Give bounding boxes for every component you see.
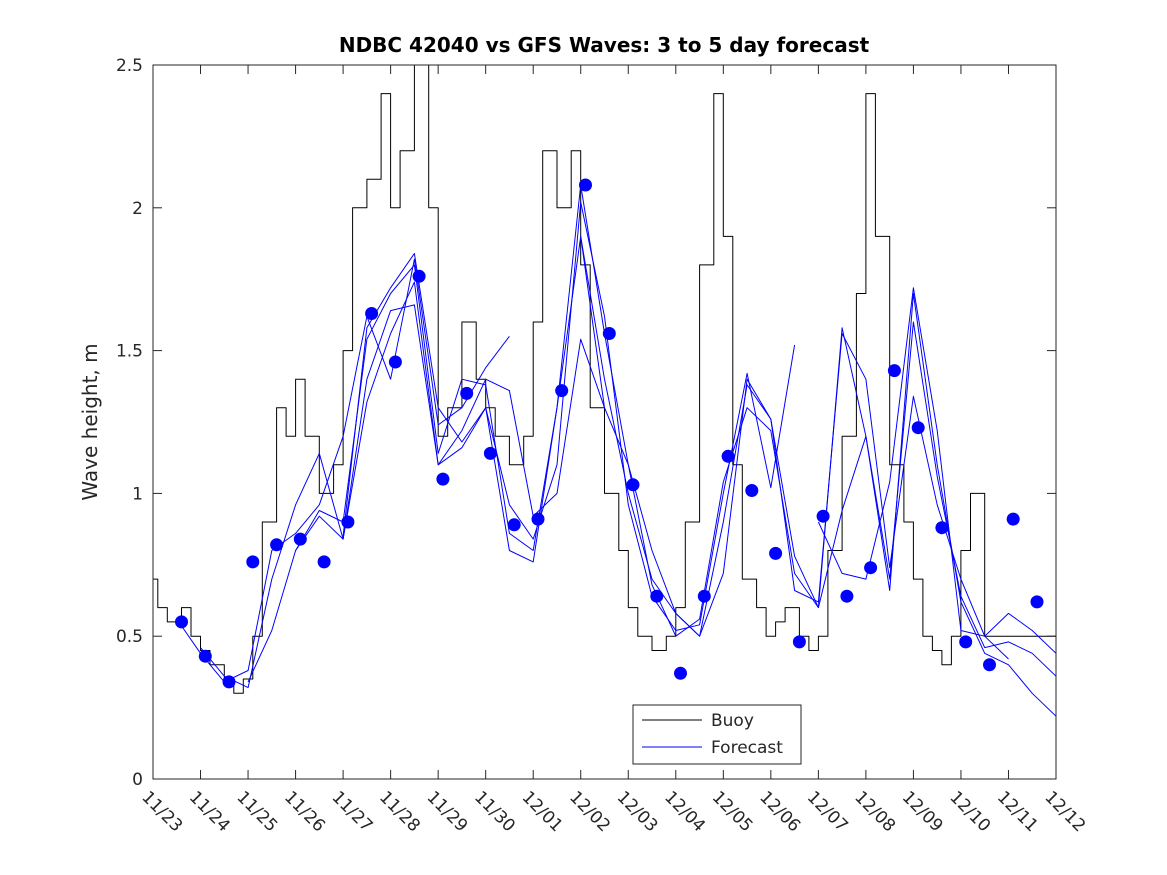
legend: Buoy Forecast	[632, 704, 802, 765]
forecast-marker	[650, 589, 664, 603]
forecast-marker	[555, 384, 569, 398]
y-tick-label: 2.5	[116, 56, 143, 76]
y-tick-label: 1.5	[116, 342, 143, 362]
forecast-marker	[175, 615, 188, 629]
forecast-marker	[365, 307, 379, 320]
y-tick-label: 0	[132, 770, 143, 790]
forecast-run-4-line	[295, 235, 1009, 660]
forecast-run-5-line	[342, 184, 1057, 717]
forecast-marker	[436, 472, 450, 486]
forecast-marker	[626, 478, 640, 492]
forecast-marker	[935, 521, 949, 535]
y-tick-label: 1	[132, 484, 143, 504]
forecast-marker	[412, 269, 426, 283]
forecast-marker	[198, 649, 212, 663]
forecast-marker	[460, 386, 474, 400]
forecast-marker	[507, 518, 521, 532]
forecast-marker	[769, 546, 783, 560]
forecast-marker	[745, 484, 759, 497]
forecast-marker	[911, 421, 925, 435]
legend-forecast-label: Forecast	[711, 738, 783, 758]
forecast-marker	[270, 538, 284, 552]
forecast-marker	[531, 512, 545, 526]
forecast-marker	[959, 635, 973, 649]
chart-title: NDBC 42040 vs GFS Waves: 3 to 5 day fore…	[339, 33, 870, 57]
y-tick-label: 0.5	[116, 627, 143, 647]
forecast-run-7-line	[817, 287, 1057, 654]
legend-box	[632, 704, 802, 765]
forecast-marker	[579, 178, 592, 192]
legend-buoy-label: Buoy	[711, 711, 754, 731]
y-axis-label: Wave height, m	[78, 343, 102, 500]
forecast-marker	[293, 532, 307, 546]
y-tick-label: 2	[132, 199, 143, 219]
forecast-marker	[246, 555, 260, 569]
forecast-marker	[1006, 512, 1020, 526]
forecast-marker	[816, 509, 830, 523]
forecast-marker	[840, 589, 854, 603]
forecast-marker	[483, 446, 497, 460]
forecast-marker	[341, 515, 355, 529]
forecast-marker	[222, 675, 236, 689]
forecast-marker	[388, 355, 402, 369]
buoy-line	[153, 64, 1056, 694]
forecast-run-3-line	[247, 201, 796, 683]
forecast-marker	[887, 364, 901, 378]
series-layer	[153, 64, 1057, 717]
forecast-marker	[792, 635, 806, 649]
forecast-marker	[674, 666, 687, 680]
forecast-marker	[864, 561, 878, 575]
forecast-marker	[721, 449, 735, 463]
y-axis: 0 0.5 1 1.5 2 2.5	[116, 56, 1056, 790]
forecast-marker	[317, 555, 331, 569]
forecast-marker	[1030, 595, 1044, 609]
forecast-marker	[697, 589, 711, 603]
forecast-run-6-line	[580, 236, 1057, 677]
marker-layer	[175, 178, 1044, 689]
plot-frame	[152, 64, 1057, 780]
forecast-marker	[983, 658, 996, 672]
forecast-marker	[602, 327, 616, 340]
